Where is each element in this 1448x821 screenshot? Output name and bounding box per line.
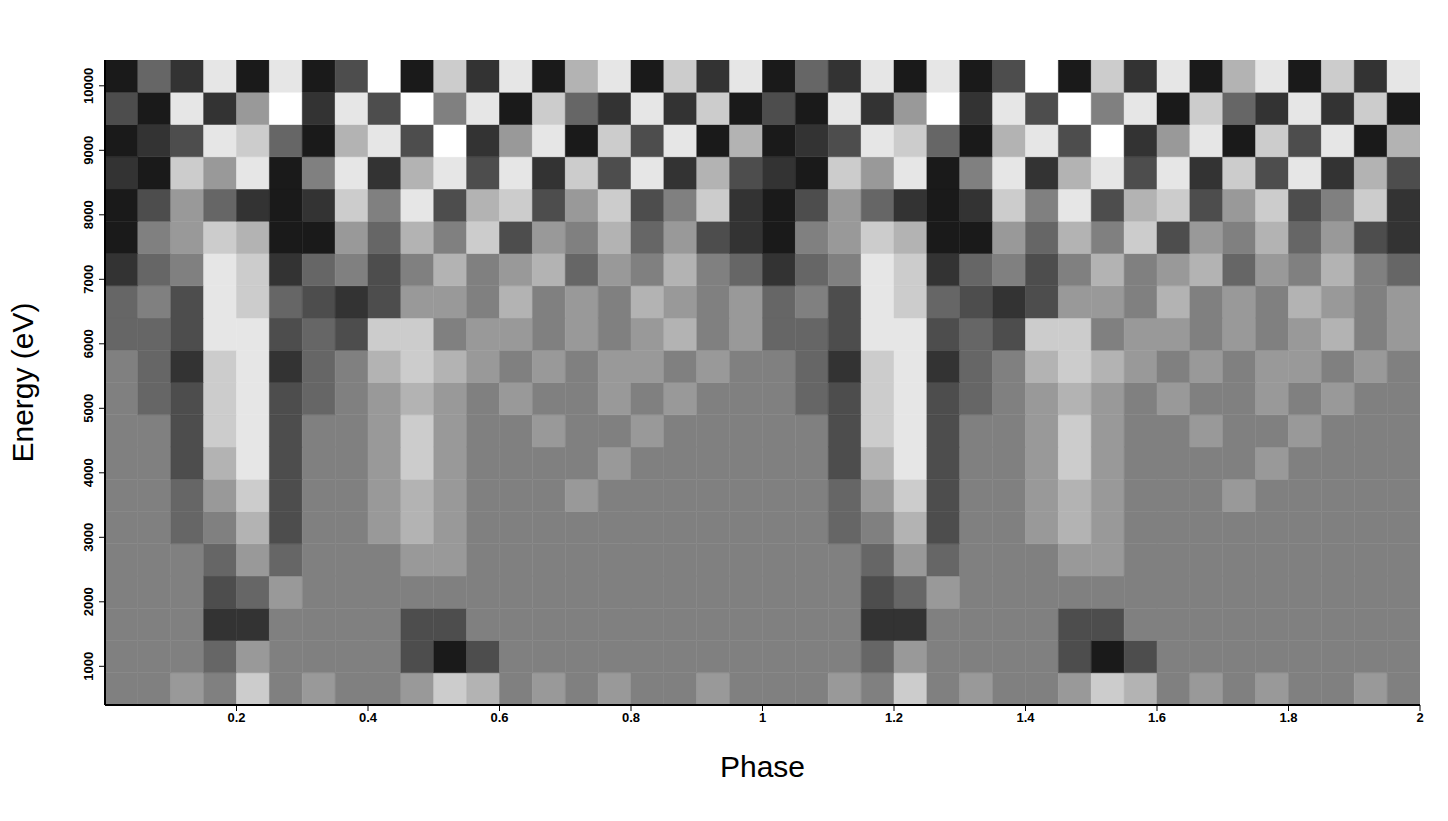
- svg-text:5000: 5000: [81, 394, 96, 423]
- svg-text:7000: 7000: [81, 265, 96, 294]
- svg-text:0.2: 0.2: [227, 710, 245, 725]
- svg-text:3000: 3000: [81, 523, 96, 552]
- svg-text:9000: 9000: [81, 136, 96, 165]
- svg-text:1.4: 1.4: [1016, 710, 1035, 725]
- svg-text:1: 1: [759, 710, 766, 725]
- svg-text:0.8: 0.8: [622, 710, 640, 725]
- svg-text:Energy (eV): Energy (eV): [6, 302, 39, 462]
- svg-text:2: 2: [1416, 710, 1423, 725]
- svg-text:10000: 10000: [81, 68, 96, 104]
- svg-text:1.8: 1.8: [1279, 710, 1297, 725]
- svg-text:1.2: 1.2: [885, 710, 903, 725]
- svg-text:1.6: 1.6: [1148, 710, 1166, 725]
- svg-text:2000: 2000: [81, 587, 96, 616]
- svg-text:0.6: 0.6: [490, 710, 508, 725]
- svg-text:6000: 6000: [81, 329, 96, 358]
- svg-text:1000: 1000: [81, 652, 96, 681]
- svg-text:0.4: 0.4: [359, 710, 378, 725]
- svg-text:4000: 4000: [81, 458, 96, 487]
- svg-text:8000: 8000: [81, 200, 96, 229]
- svg-text:Phase: Phase: [720, 750, 805, 783]
